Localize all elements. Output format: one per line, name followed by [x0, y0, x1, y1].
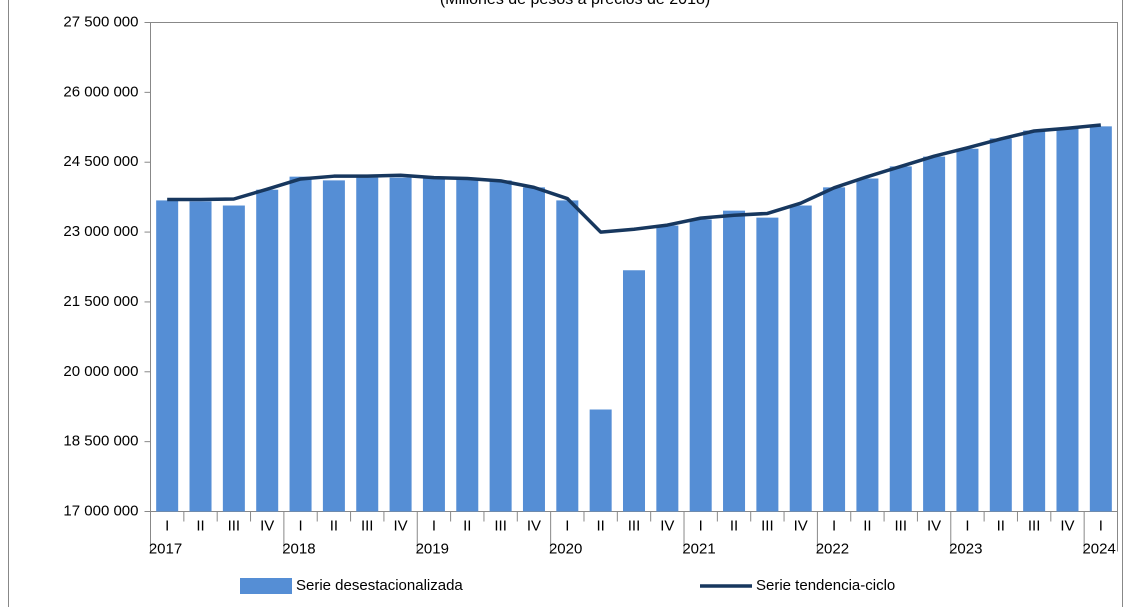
- bar: [222, 205, 245, 512]
- bar: [723, 210, 746, 512]
- y-tick-label: 21 500 000: [63, 293, 138, 310]
- x-tick-label: I: [165, 517, 169, 534]
- x-tick-label: II: [196, 517, 204, 534]
- x-tick-label: IV: [660, 517, 674, 534]
- bar: [189, 201, 212, 512]
- x-tick-label: I: [832, 517, 836, 534]
- bar: [889, 166, 912, 512]
- x-tick-label: II: [730, 517, 738, 534]
- x-tick-label: I: [1099, 517, 1103, 534]
- x-tick-label: II: [330, 517, 338, 534]
- x-tick-label: II: [863, 517, 871, 534]
- x-tick-label: III: [494, 517, 507, 534]
- bar: [956, 148, 979, 512]
- x-tick-label: II: [596, 517, 604, 534]
- bar: [989, 138, 1012, 512]
- legend-label: Serie desestacionalizada: [296, 577, 463, 594]
- bar: [1089, 126, 1112, 512]
- bar: [522, 187, 545, 512]
- y-tick-label: 27 500 000: [63, 13, 138, 30]
- legend-swatch: [240, 578, 292, 594]
- x-group-label: 2017: [149, 540, 182, 557]
- x-tick-label: II: [463, 517, 471, 534]
- x-tick-label: IV: [927, 517, 941, 534]
- x-tick-label: III: [895, 517, 908, 534]
- x-tick-label: IV: [260, 517, 274, 534]
- x-tick-label: IV: [393, 517, 407, 534]
- bar: [322, 180, 345, 512]
- x-group-label: 2021: [682, 540, 715, 557]
- line: [167, 123, 1102, 234]
- y-tick-label: 23 000 000: [63, 223, 138, 240]
- bar: [456, 179, 479, 512]
- bar: [422, 178, 445, 512]
- x-tick-label: I: [965, 517, 969, 534]
- bar: [556, 200, 579, 512]
- bar: [756, 217, 779, 512]
- bar: [1056, 128, 1079, 512]
- bar: [823, 187, 846, 512]
- bar: [289, 176, 312, 512]
- y-tick-label: 26 000 000: [63, 83, 138, 100]
- bar: [689, 219, 712, 512]
- chart-subtitle: (Millones de pesos a precios de 2018): [440, 0, 710, 8]
- bar: [589, 409, 612, 512]
- bar: [923, 156, 946, 512]
- x-group-label: 2019: [416, 540, 449, 557]
- x-tick-label: II: [997, 517, 1005, 534]
- y-tick-label: 18 500 000: [63, 433, 138, 450]
- x-tick-label: I: [699, 517, 703, 534]
- bar: [256, 189, 279, 512]
- bar: [356, 177, 379, 512]
- x-group-label: 2022: [816, 540, 849, 557]
- x-tick-label: III: [628, 517, 641, 534]
- x-group-label: 2024: [1082, 540, 1115, 557]
- x-group-label: 2018: [282, 540, 315, 557]
- bar: [389, 177, 412, 512]
- y-tick-label: 20 000 000: [63, 363, 138, 380]
- bar: [1023, 130, 1046, 512]
- x-tick-label: III: [761, 517, 774, 534]
- bar: [489, 180, 512, 512]
- x-tick-label: I: [432, 517, 436, 534]
- x-tick-label: IV: [794, 517, 808, 534]
- bar: [622, 270, 646, 512]
- x-tick-label: III: [228, 517, 241, 534]
- x-tick-label: III: [1028, 517, 1041, 534]
- y-tick-label: 24 500 000: [63, 153, 138, 170]
- bar: [156, 200, 179, 512]
- bar: [656, 225, 679, 512]
- x-tick-label: I: [565, 517, 569, 534]
- legend-label: Serie tendencia-ciclo: [756, 577, 895, 594]
- y-tick-label: 17 000 000: [63, 502, 138, 519]
- x-group-label: 2020: [549, 540, 582, 557]
- bar: [789, 205, 812, 512]
- x-tick-label: IV: [1060, 517, 1074, 534]
- x-tick-label: IV: [527, 517, 541, 534]
- x-tick-label: I: [298, 517, 302, 534]
- x-tick-label: III: [361, 517, 374, 534]
- bar: [856, 178, 879, 512]
- x-group-label: 2023: [949, 540, 982, 557]
